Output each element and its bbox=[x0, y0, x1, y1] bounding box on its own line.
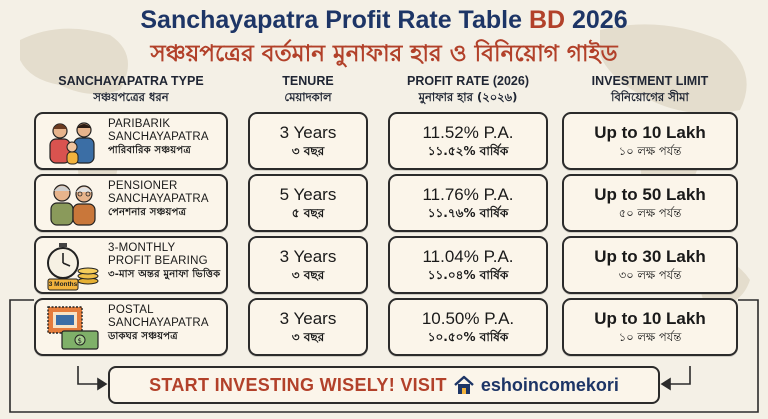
page-subtitle-bengali: সঞ্চয়পত্রের বর্তমান মুনাফার হার ও বিনিয… bbox=[150, 41, 618, 67]
column-header-investment-limit: INVESTMENT LIMIT বিনিয়োগের সীমা bbox=[591, 74, 709, 104]
elderly-couple-icon bbox=[50, 184, 96, 226]
stopwatch-label: 3 Months bbox=[48, 281, 78, 288]
tenure-cell-paribarik: 3 Years ৩ বছর bbox=[248, 112, 368, 170]
cta-banner[interactable]: START INVESTING WISELY! VISIT eshoincome… bbox=[108, 366, 660, 404]
tenure-cell-postal: 3 Years ৩ বছর bbox=[248, 298, 368, 356]
type-cell-postal: $ POSTAL SANCHAYAPATRA ডাকঘর সঞ্চয়পত্র bbox=[34, 298, 228, 356]
limit-cell-paribarik: Up to 10 Lakh ১০ লক্ষ পর্যন্ত bbox=[562, 112, 738, 170]
svg-text:$: $ bbox=[78, 337, 82, 345]
cta-brand-link[interactable]: eshoincomekori bbox=[480, 374, 619, 395]
rate-cell-paribarik: 11.52% P.A. ১১.৫২% বার্ষিক bbox=[388, 112, 548, 170]
family-icon bbox=[49, 122, 95, 165]
cta-text: START INVESTING WISELY! VISIT bbox=[149, 374, 447, 395]
tenure-cell-3-monthly: 3 Years ৩ বছর bbox=[248, 236, 368, 294]
rate-cell-pensioner: 11.76% P.A. ১১.৭৬% বার্ষিক bbox=[388, 174, 548, 232]
type-cell-pensioner: PENSIONER SANCHAYAPATRA পেনশনার সঞ্চয়পত… bbox=[34, 174, 228, 232]
type-name-paribarik: PARIBARIK SANCHAYAPATRA পারিবারিক সঞ্চয়… bbox=[108, 118, 209, 156]
rate-cell-3-monthly: 11.04% P.A. ১১.০৪% বার্ষিক bbox=[388, 236, 548, 294]
type-cell-3-monthly: 3 Months 3-MONTHLY PROFIT BEARING ৩-মাস … bbox=[34, 236, 228, 294]
column-header-type: SANCHAYAPATRA TYPE সঞ্চয়পত্রের ধরন bbox=[58, 74, 204, 104]
limit-cell-postal: Up to 10 Lakh ১০ লক্ষ পর্যন্ত bbox=[562, 298, 738, 356]
column-header-tenure: TENURE মেয়াদকাল bbox=[282, 74, 334, 104]
type-name-postal: POSTAL SANCHAYAPATRA ডাকঘর সঞ্চয়পত্র bbox=[108, 304, 209, 342]
column-header-profit-rate: PROFIT RATE (2026) মুনাফার হার (২০২৬) bbox=[406, 74, 529, 104]
stopwatch-coins-icon bbox=[47, 243, 99, 291]
limit-cell-3-monthly: Up to 30 Lakh ৩০ লক্ষ পর্যন্ত bbox=[562, 236, 738, 294]
rate-cell-postal: 10.50% P.A. ১০.৫০% বার্ষিক bbox=[388, 298, 548, 356]
limit-cell-pensioner: Up to 50 Lakh ৫০ লক্ষ পর্যন্ত bbox=[562, 174, 738, 232]
type-name-pensioner: PENSIONER SANCHAYAPATRA পেনশনার সঞ্চয়পত… bbox=[108, 180, 209, 218]
house-icon bbox=[454, 375, 474, 394]
type-name-3-monthly: 3-MONTHLY PROFIT BEARING ৩-মাস অন্তর মুন… bbox=[108, 242, 221, 280]
tenure-cell-pensioner: 5 Years ৫ বছর bbox=[248, 174, 368, 232]
page-title: Sanchayapatra Profit Rate Table BD 2026 bbox=[140, 6, 628, 34]
postal-stamp-money-icon: $ bbox=[47, 306, 99, 350]
type-cell-paribarik: PARIBARIK SANCHAYAPATRA পারিবারিক সঞ্চয়… bbox=[34, 112, 228, 170]
